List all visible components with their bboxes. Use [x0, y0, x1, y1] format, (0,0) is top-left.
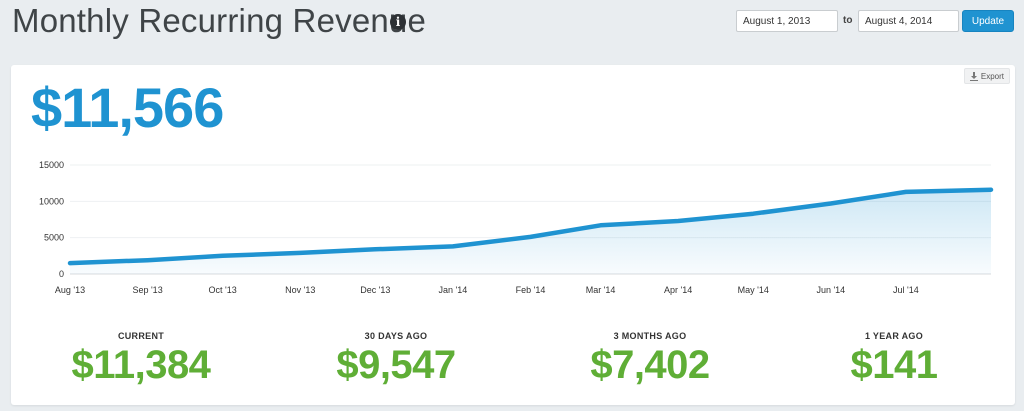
stat-value: $7,402: [590, 343, 710, 387]
mrr-data-point[interactable]: [298, 251, 302, 255]
start-date-input[interactable]: [736, 10, 838, 32]
current-mrr-value: $11,566: [31, 76, 224, 139]
x-tick-label: Jul '14: [893, 285, 919, 295]
stat-label: CURRENT: [117, 331, 165, 341]
mrr-data-point[interactable]: [599, 223, 603, 227]
update-button[interactable]: Update: [962, 10, 1014, 32]
mrr-data-point[interactable]: [68, 261, 72, 265]
mrr-data-point[interactable]: [676, 219, 680, 223]
mrr-data-point[interactable]: [829, 202, 833, 206]
mrr-data-point[interactable]: [904, 190, 908, 194]
x-tick-label: Sep '13: [132, 285, 162, 295]
info-icon[interactable]: i: [390, 14, 406, 30]
mrr-line-chart: 0 5000 10000 15000 Aug '13 Sep '13 Oct '13 Nov…: [39, 160, 994, 295]
stat-value: $9,547: [336, 343, 456, 387]
stat-value: $141: [850, 343, 938, 387]
mrr-data-point[interactable]: [221, 254, 225, 258]
to-label: to: [843, 15, 853, 26]
x-tick-label: May '14: [738, 285, 769, 295]
stat-label: 1 YEAR AGO: [864, 331, 923, 341]
export-button[interactable]: Export: [963, 68, 1010, 84]
mrr-series-line: [67, 187, 994, 266]
end-date-input[interactable]: [858, 10, 959, 32]
download-icon: [969, 71, 978, 81]
x-tick-label: Aug '13: [55, 285, 85, 295]
stat-current: CURRENT $11,384: [41, 331, 241, 388]
y-tick-label: 15000: [39, 160, 64, 170]
x-tick-label: Dec '13: [360, 285, 390, 295]
mrr-data-point[interactable]: [529, 235, 533, 239]
stat-label: 30 DAYS AGO: [364, 331, 428, 341]
stat-30-days-ago: 30 DAYS AGO $9,547: [296, 331, 496, 388]
mrr-data-point[interactable]: [989, 188, 993, 192]
mrr-data-point[interactable]: [451, 244, 455, 248]
mrr-data-point[interactable]: [373, 247, 377, 251]
x-tick-label: Jan '14: [439, 285, 468, 295]
stat-1-year-ago: 1 YEAR AGO $141: [794, 331, 994, 388]
x-tick-label: Apr '14: [664, 285, 692, 295]
stat-label: 3 MONTHS AGO: [613, 331, 687, 341]
y-tick-label: 10000: [39, 196, 64, 206]
stat-value: $11,384: [71, 343, 211, 387]
x-tick-label: Feb '14: [516, 285, 546, 295]
y-tick-label: 5000: [44, 233, 64, 243]
chart-card: 0 5000 10000 15000 Aug '13 Sep '13 Oct '13 Nov…: [11, 65, 1015, 405]
x-tick-label: Oct '13: [209, 285, 237, 295]
page-title: Monthly Recurring Revenue: [12, 2, 427, 39]
y-tick-label: 0: [59, 269, 64, 279]
export-label: Export: [980, 71, 1004, 81]
x-tick-label: Mar '14: [586, 285, 616, 295]
mrr-data-point[interactable]: [146, 258, 150, 262]
mrr-data-point[interactable]: [751, 212, 755, 216]
x-tick-label: Nov '13: [285, 285, 315, 295]
x-tick-label: Jun '14: [816, 285, 845, 295]
stat-3-months-ago: 3 MONTHS AGO $7,402: [550, 331, 750, 388]
